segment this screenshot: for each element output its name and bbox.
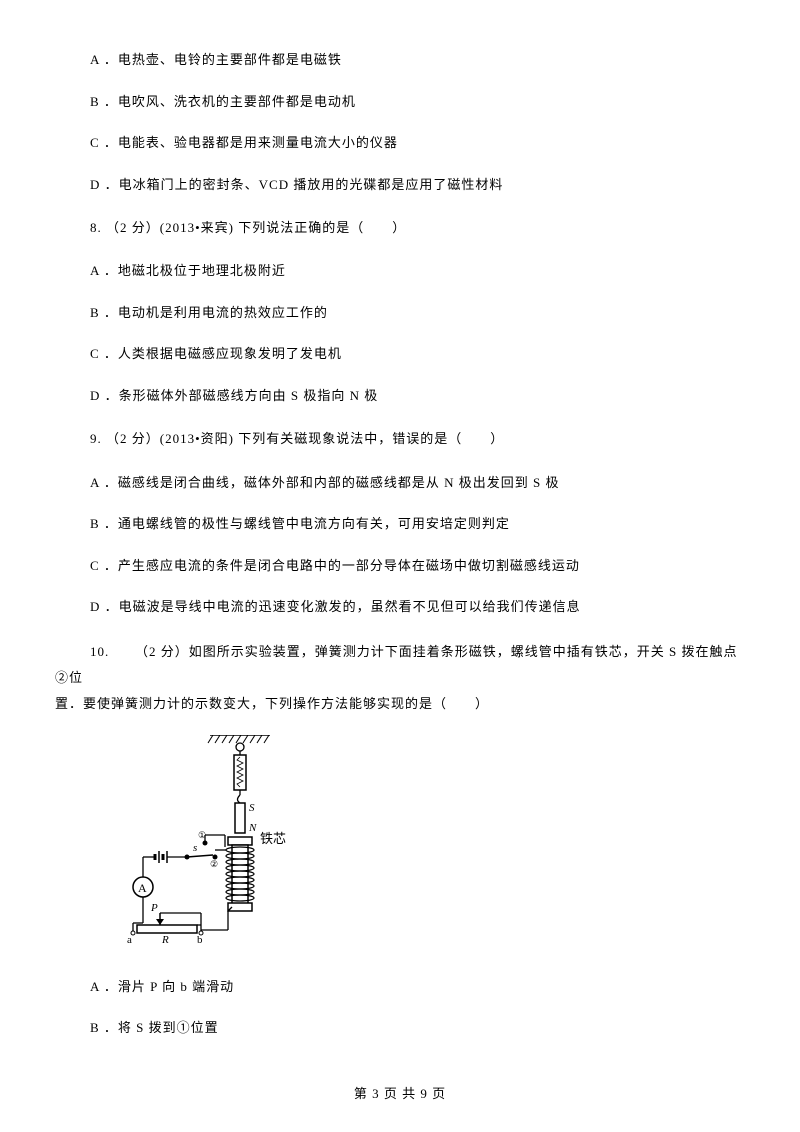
option-8d: D ．条形磁体外部磁感线方向由 S 极指向 N 极 <box>55 386 745 406</box>
option-8b: B ．电动机是利用电流的热效应工作的 <box>55 303 745 323</box>
label-s-top: S <box>249 802 255 814</box>
question-10-line2: 置．要使弹簧测力计的示数变大，下列操作方法能够实现的是（ ） <box>55 696 489 711</box>
option-10b: B ．将 S 拨到①位置 <box>55 1018 745 1038</box>
label-b: b <box>197 934 203 946</box>
option-7c: C ．电能表、验电器都是用来测量电流大小的仪器 <box>55 133 745 153</box>
question-9-stem: 9. （2 分）(2013•资阳) 下列有关磁现象说法中，错误的是（ ） <box>55 427 745 450</box>
circuit-figure: S N 铁芯 ① ② s <box>55 735 745 955</box>
option-8c: C ．人类根据电磁感应现象发明了发电机 <box>55 344 745 364</box>
option-7a: A ．电热壶、电铃的主要部件都是电磁铁 <box>55 50 745 70</box>
circuit-svg: S N 铁芯 ① ② s <box>125 735 300 950</box>
label-iron-core: 铁芯 <box>260 831 286 846</box>
option-9b: B ．通电螺线管的极性与螺线管中电流方向有关，可用安培定则判定 <box>55 514 745 534</box>
label-ammeter: A <box>138 881 147 895</box>
option-10a: A ．滑片 P 向 b 端滑动 <box>55 977 745 997</box>
label-r: R <box>161 934 169 946</box>
option-9d: D ．电磁波是导线中电流的迅速变化激发的，虽然看不见但可以给我们传递信息 <box>55 597 745 617</box>
option-7d: D ．电冰箱门上的密封条、VCD 播放用的光碟都是应用了磁性材料 <box>55 175 745 195</box>
label-n-top: N <box>248 822 257 834</box>
label-switch-s: s <box>193 842 197 854</box>
question-10-line1: 10. （2 分）如图所示实验装置，弹簧测力计下面挂着条形磁铁，螺线管中插有铁芯… <box>55 639 745 691</box>
option-8a: A ．地磁北极位于地理北极附近 <box>55 261 745 281</box>
question-8-stem: 8. （2 分）(2013•来宾) 下列说法正确的是（ ） <box>55 216 745 239</box>
label-p: P <box>150 902 158 914</box>
option-7b: B ．电吹风、洗衣机的主要部件都是电动机 <box>55 92 745 112</box>
question-10-stem: 10. （2 分）如图所示实验装置，弹簧测力计下面挂着条形磁铁，螺线管中插有铁芯… <box>55 639 745 717</box>
page-footer: 第 3 页 共 9 页 <box>0 1083 800 1102</box>
option-9a: A ．磁感线是闭合曲线，磁体外部和内部的磁感线都是从 N 极出发回到 S 极 <box>55 473 745 493</box>
option-9c: C ．产生感应电流的条件是闭合电路中的一部分导体在磁场中做切割磁感线运动 <box>55 556 745 576</box>
label-contact-2: ② <box>210 859 218 869</box>
label-a: a <box>127 934 132 946</box>
